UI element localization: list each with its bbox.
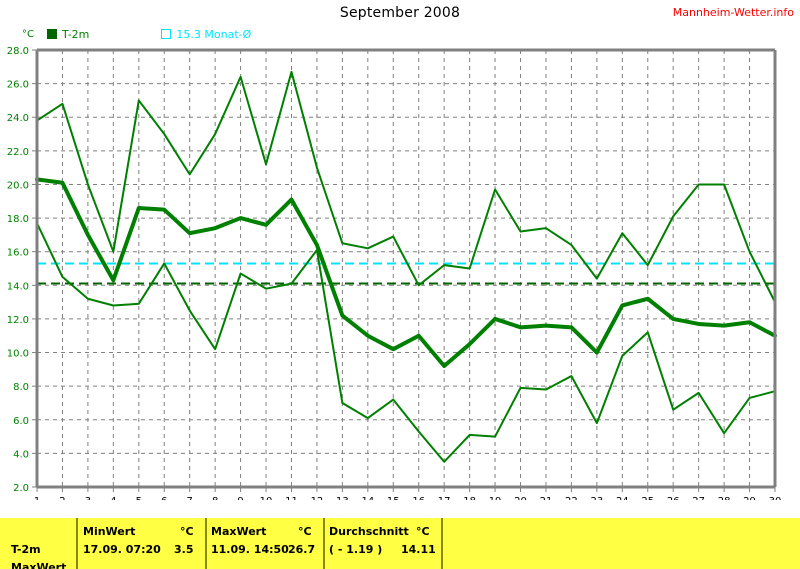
x-axis-tick-label: 1	[34, 496, 40, 500]
x-axis-tick-label: 11	[285, 496, 298, 500]
chart-line-thin	[36, 70, 776, 304]
table-header-minwert: MinWert	[83, 525, 136, 538]
table-cell-min-value: 3.5	[174, 543, 194, 556]
legend-item-t2m[interactable]: T-2m	[47, 27, 89, 41]
table-cell-row-label: MaxWert	[11, 561, 67, 569]
y-axis-tick-label: 18.0	[7, 214, 29, 225]
statistics-table: MinWert °C MaxWert °C Durchschnitt °C T-…	[0, 518, 800, 569]
page-title: September 2008	[339, 5, 461, 21]
table-column-separator	[205, 518, 207, 569]
y-axis-tick-label: 14.0	[7, 281, 29, 292]
x-axis-tick-label: 6	[161, 496, 167, 500]
watermark-link: Mannheim-Wetter.info	[672, 6, 794, 19]
chart-legend: T-2m 15.3 Monat-Ø	[47, 27, 251, 41]
chart-plot-area: 2.0 4.0 6.0 8.0 10.0 12.0 14.0 16.0 18.0 20.0 22.0…	[7, 46, 782, 500]
x-axis-tick-label: 17	[438, 496, 451, 500]
x-axis-tick-label: 3	[85, 496, 91, 500]
y-axis-tick-label: 10.0	[7, 349, 29, 360]
x-axis-tick-label: 7	[187, 496, 193, 500]
x-axis-tick-label: 20	[514, 496, 527, 500]
x-axis-tick-label: 2	[59, 496, 65, 500]
table-cell-avg-value: 14.11	[401, 543, 436, 556]
x-axis-tick-label: 18	[463, 496, 476, 500]
x-axis-tick-label: 15	[387, 496, 400, 500]
x-axis-tick-label: 27	[692, 496, 705, 500]
legend-label-t2m: T-2m	[62, 27, 90, 41]
x-axis-tick-label: 24	[616, 496, 629, 500]
x-axis-tick-label: 26	[667, 496, 680, 500]
x-axis-tick-label: 8	[212, 496, 218, 500]
x-axis-tick-label: 23	[590, 496, 603, 500]
x-axis-tick-label: 22	[565, 496, 578, 500]
table-cell-max-value: 26.7	[288, 543, 316, 556]
table-row: MaxWert	[0, 560, 800, 569]
x-axis-tick-label: 25	[641, 496, 654, 500]
table-header-durchschnitt-unit: °C	[416, 525, 430, 538]
x-axis-tick-label: 16	[412, 496, 425, 500]
x-axis-tick-label: 10	[260, 496, 273, 500]
table-header-minwert-unit: °C	[180, 525, 194, 538]
y-axis-tick-label: 2.0	[13, 483, 29, 494]
x-axis-tick-label: 29	[743, 496, 756, 500]
table-cell-min-time: 17.09. 07:20	[83, 543, 161, 556]
chart-svg: 2.0 4.0 6.0 8.0 10.0 12.0 14.0 16.0 18.0 20.0 22.0…	[7, 46, 782, 500]
legend-swatch-icon-t2m	[47, 29, 57, 39]
y-axis-tick-label: 12.0	[7, 315, 29, 326]
x-axis-tick-label: 19	[489, 496, 502, 500]
table-header-maxwert: MaxWert	[211, 525, 267, 538]
x-axis-tick-label: 30	[769, 496, 782, 500]
x-axis-tick-label: 9	[237, 496, 243, 500]
table-header-row: MinWert °C MaxWert °C Durchschnitt °C	[0, 524, 800, 541]
x-axis-tick-label: 13	[336, 496, 349, 500]
y-axis-tick-label: 16.0	[7, 248, 29, 259]
x-axis-tick-label: 5	[136, 496, 142, 500]
y-axis-tick-label: 6.0	[13, 416, 29, 427]
y-axis-tick-label: 20.0	[7, 180, 29, 191]
y-axis-unit-label: °C	[22, 29, 34, 40]
y-axis-tick-label: 26.0	[7, 80, 29, 91]
table-column-separator	[76, 518, 78, 569]
x-axis-tick-label: 28	[718, 496, 731, 500]
chart-line-thick	[35, 177, 777, 368]
x-axis-tick-label: 4	[110, 496, 116, 500]
table-cell-max-time: 11.09. 14:50	[211, 543, 289, 556]
x-axis-tick-label: 21	[540, 496, 553, 500]
table-column-separator	[441, 518, 443, 569]
legend-label-monthly-average: 15.3 Monat-Ø	[176, 27, 252, 41]
table-row: T-2m 17.09. 07:20 3.5 11.09. 14:50 26.7 …	[0, 542, 800, 559]
x-axis-tick-label: 14	[361, 496, 374, 500]
y-axis-tick-label: 28.0	[7, 46, 29, 57]
x-axis-tick-label: 12	[311, 496, 324, 500]
y-axis-tick-label: 8.0	[13, 382, 29, 393]
chart-line-thin	[36, 222, 776, 463]
legend-swatch-icon-monthly-average	[161, 29, 172, 39]
y-axis-tick-label: 24.0	[7, 113, 29, 124]
y-axis-tick-label: 22.0	[7, 147, 29, 158]
table-header-durchschnitt: Durchschnitt	[329, 525, 409, 538]
table-column-separator	[323, 518, 325, 569]
table-cell-avg-delta: ( - 1.19 )	[329, 543, 383, 556]
table-header-maxwert-unit: °C	[298, 525, 312, 538]
y-axis-tick-label: 4.0	[13, 449, 29, 460]
legend-item-monthly-average[interactable]: 15.3 Monat-Ø	[161, 27, 251, 41]
table-cell-row-label: T-2m	[11, 543, 41, 556]
